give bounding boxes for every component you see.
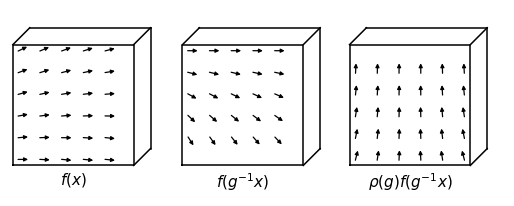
Text: $\rho(g)f(g^{-1}x)$: $\rho(g)f(g^{-1}x)$ — [368, 171, 452, 193]
Text: $f(g^{-1}x)$: $f(g^{-1}x)$ — [216, 171, 270, 193]
Text: $f(x)$: $f(x)$ — [60, 171, 87, 190]
